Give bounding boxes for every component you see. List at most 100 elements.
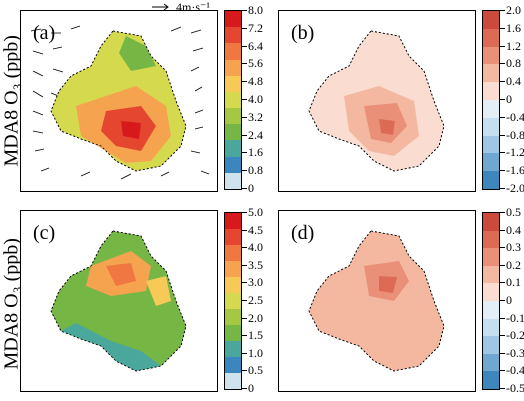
panel-c: (c) (20, 210, 218, 392)
colorbar-tick-label: -1.2 (500, 145, 524, 160)
colorbar-segment (225, 27, 241, 44)
colorbar-segment (483, 171, 499, 189)
colorbar-tick-label: -0.3 (500, 345, 524, 360)
boundary-outline (50, 30, 187, 172)
colorbar-tick-label: 5.6 (242, 56, 263, 71)
colorbar-segment (483, 230, 499, 249)
colorbar-segment (225, 213, 241, 229)
colorbar-a (224, 10, 242, 190)
colorbar-segment (225, 229, 241, 245)
colorbar-segment (483, 82, 499, 100)
colorbar-tick-label: 3.5 (242, 257, 263, 272)
colorbar-tick-label: 4.5 (242, 222, 263, 237)
colorbar-segment (225, 91, 241, 109)
colorbar-segment (483, 117, 499, 136)
wind-reference-arrow-icon (152, 3, 169, 11)
colorbar-tick-label: 0.3 (500, 240, 521, 255)
colorbar-tick-label: 4.8 (242, 74, 263, 89)
colorbar-segment (483, 248, 499, 266)
colorbar-segment (225, 124, 241, 141)
colorbar-segment (225, 245, 241, 261)
boundary-outline (308, 30, 445, 172)
colorbar-tick-label: -0.1 (500, 310, 524, 325)
colorbar-tick-label: 0.5 (500, 205, 521, 219)
colorbar-segment (483, 336, 499, 354)
colorbar-tick-label: -0.4 (500, 109, 524, 124)
region-base (308, 230, 445, 372)
colorbar-tick-label: 4.0 (242, 92, 263, 106)
panel-d-label: (d) (291, 222, 315, 244)
colorbar-segment (225, 43, 241, 60)
colorbar-segment (225, 156, 241, 173)
panel-a-map (30, 25, 210, 180)
region-south (61, 323, 161, 371)
colorbar-segment (225, 172, 241, 189)
colorbar-segment (483, 64, 499, 83)
panel-d-map (308, 230, 445, 372)
panel-b-label: (b) (291, 22, 315, 44)
colorbar-segment (225, 11, 241, 28)
colorbar-c (224, 212, 242, 390)
colorbar-segment (225, 341, 241, 357)
colorbar-tick-label: -2.0 (500, 181, 524, 195)
region-urban (379, 119, 395, 135)
colorbar-tick-label: 0 (242, 181, 254, 195)
colorbar-tick-label: 0.8 (242, 163, 263, 178)
colorbar-segment (483, 46, 499, 65)
panel-a: (a) (20, 10, 218, 192)
colorbar-segment (483, 371, 499, 389)
colorbar-tick-label: 2.4 (242, 127, 263, 142)
colorbar-segment (483, 265, 499, 284)
panel-c-map (50, 230, 187, 372)
colorbar-tick-label: 1.6 (242, 145, 263, 160)
region-northeast (119, 36, 156, 71)
colorbar-tick-label: 7.2 (242, 20, 263, 35)
colorbar-tick-label: 0 (500, 293, 512, 307)
colorbar-tick-label: -0.4 (500, 363, 524, 378)
colorbar-tick-label: 5.0 (242, 205, 263, 219)
colorbar-segment (225, 277, 241, 293)
colorbar-tick-label: -1.6 (500, 163, 524, 178)
region-urban (121, 121, 141, 139)
colorbar-tick-label: 0.8 (500, 56, 521, 71)
colorbar-segment (483, 300, 499, 319)
colorbar-segment (483, 353, 499, 372)
colorbar-segment (225, 108, 241, 125)
colorbar-tick-label: -0.2 (500, 328, 524, 343)
colorbar-tick-label: 1.6 (500, 20, 521, 35)
colorbar-tick-label: 3.0 (242, 275, 263, 290)
colorbar-segment (225, 75, 241, 92)
colorbar-tick-label: 4.0 (242, 240, 263, 255)
colorbar-tick-label: 0 (500, 92, 512, 106)
colorbar-segment (483, 318, 499, 337)
panel-d: (d) (278, 210, 476, 392)
colorbar-tick-label: 3.2 (242, 109, 263, 124)
panel-c-label: (c) (33, 222, 56, 244)
region-east (146, 276, 171, 306)
colorbar-segment (483, 11, 499, 29)
colorbar-segment (225, 140, 241, 157)
colorbar-tick-label: 2.0 (242, 310, 263, 325)
colorbar-tick-label: 0.5 (242, 363, 263, 378)
region-north-core (106, 263, 136, 286)
colorbar-b (482, 10, 500, 190)
panel-a-label: (a) (33, 22, 56, 44)
colorbar-tick-label: 2.0 (500, 3, 521, 17)
colorbar-segment (225, 325, 241, 341)
region-north-core (379, 276, 397, 293)
colorbar-tick-label: 1.5 (242, 328, 263, 343)
colorbar-segment (483, 99, 499, 118)
colorbar-segment (483, 283, 499, 301)
colorbar-tick-label: 0.4 (500, 222, 521, 237)
boundary-outline (308, 230, 445, 372)
wind-vectors (30, 25, 210, 180)
colorbar-segment (225, 357, 241, 373)
colorbar-tick-label: 0.2 (500, 257, 521, 272)
colorbar-tick-label: 1.0 (242, 345, 263, 360)
colorbar-segment (225, 373, 241, 389)
panel-b: (b) (278, 10, 476, 192)
colorbar-tick-label: 0 (242, 381, 254, 395)
colorbar-segment (225, 293, 241, 309)
colorbar-tick-label: 1.2 (500, 38, 521, 53)
panel-b-map (308, 30, 445, 172)
